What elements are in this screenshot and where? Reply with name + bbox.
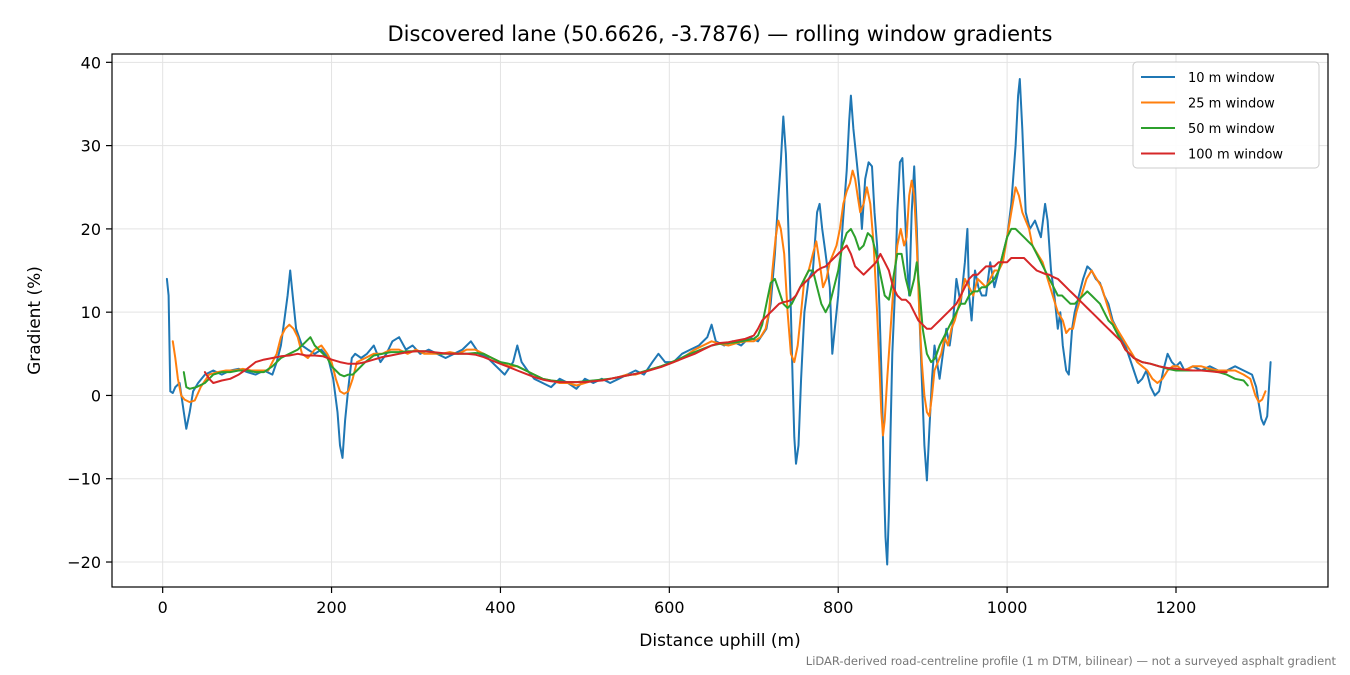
y-axis: −20 −10 0 10 20 30 40: [67, 53, 112, 572]
y-tick-label: 30: [81, 137, 101, 156]
legend-label: 25 m window: [1188, 97, 1275, 112]
chart-title: Discovered lane (50.6626, -3.7876) — rol…: [388, 22, 1053, 46]
legend: 10 m window 25 m window 50 m window 100 m w…: [1132, 61, 1320, 169]
x-tick-label: 400: [485, 598, 516, 617]
x-tick-label: 600: [654, 598, 685, 617]
y-tick-label: 20: [81, 220, 101, 239]
y-tick-label: −10: [67, 470, 101, 489]
x-tick-label: 1200: [1156, 598, 1197, 617]
legend-label: 10 m window: [1188, 71, 1275, 86]
y-tick-label: 0: [91, 386, 101, 405]
y-tick-label: 40: [81, 53, 101, 72]
x-axis-label: Distance uphill (m): [639, 631, 800, 651]
x-tick-label: 800: [823, 598, 854, 617]
y-axis-label: Gradient (%): [25, 266, 45, 375]
x-tick-label: 200: [316, 598, 347, 617]
legend-box: [1132, 61, 1320, 169]
legend-label: 50 m window: [1188, 122, 1275, 137]
x-axis: 0 200 400 600 800 1000 1200: [158, 587, 1197, 617]
footnote: LiDAR-derived road-centreline profile (1…: [806, 654, 1337, 668]
legend-label: 100 m window: [1188, 148, 1283, 163]
series-line-3: [182, 227, 1249, 390]
y-tick-label: −20: [67, 553, 101, 572]
plot-frame: [111, 53, 1329, 588]
series-line-4: [203, 244, 1228, 384]
series-line-2: [171, 169, 1267, 437]
series-line-1: [165, 78, 1272, 566]
grid-lines: [112, 54, 1328, 587]
x-tick-label: 0: [158, 598, 168, 617]
x-tick-label: 1000: [987, 598, 1028, 617]
series-lines: [165, 78, 1272, 566]
y-tick-label: 10: [81, 303, 101, 322]
